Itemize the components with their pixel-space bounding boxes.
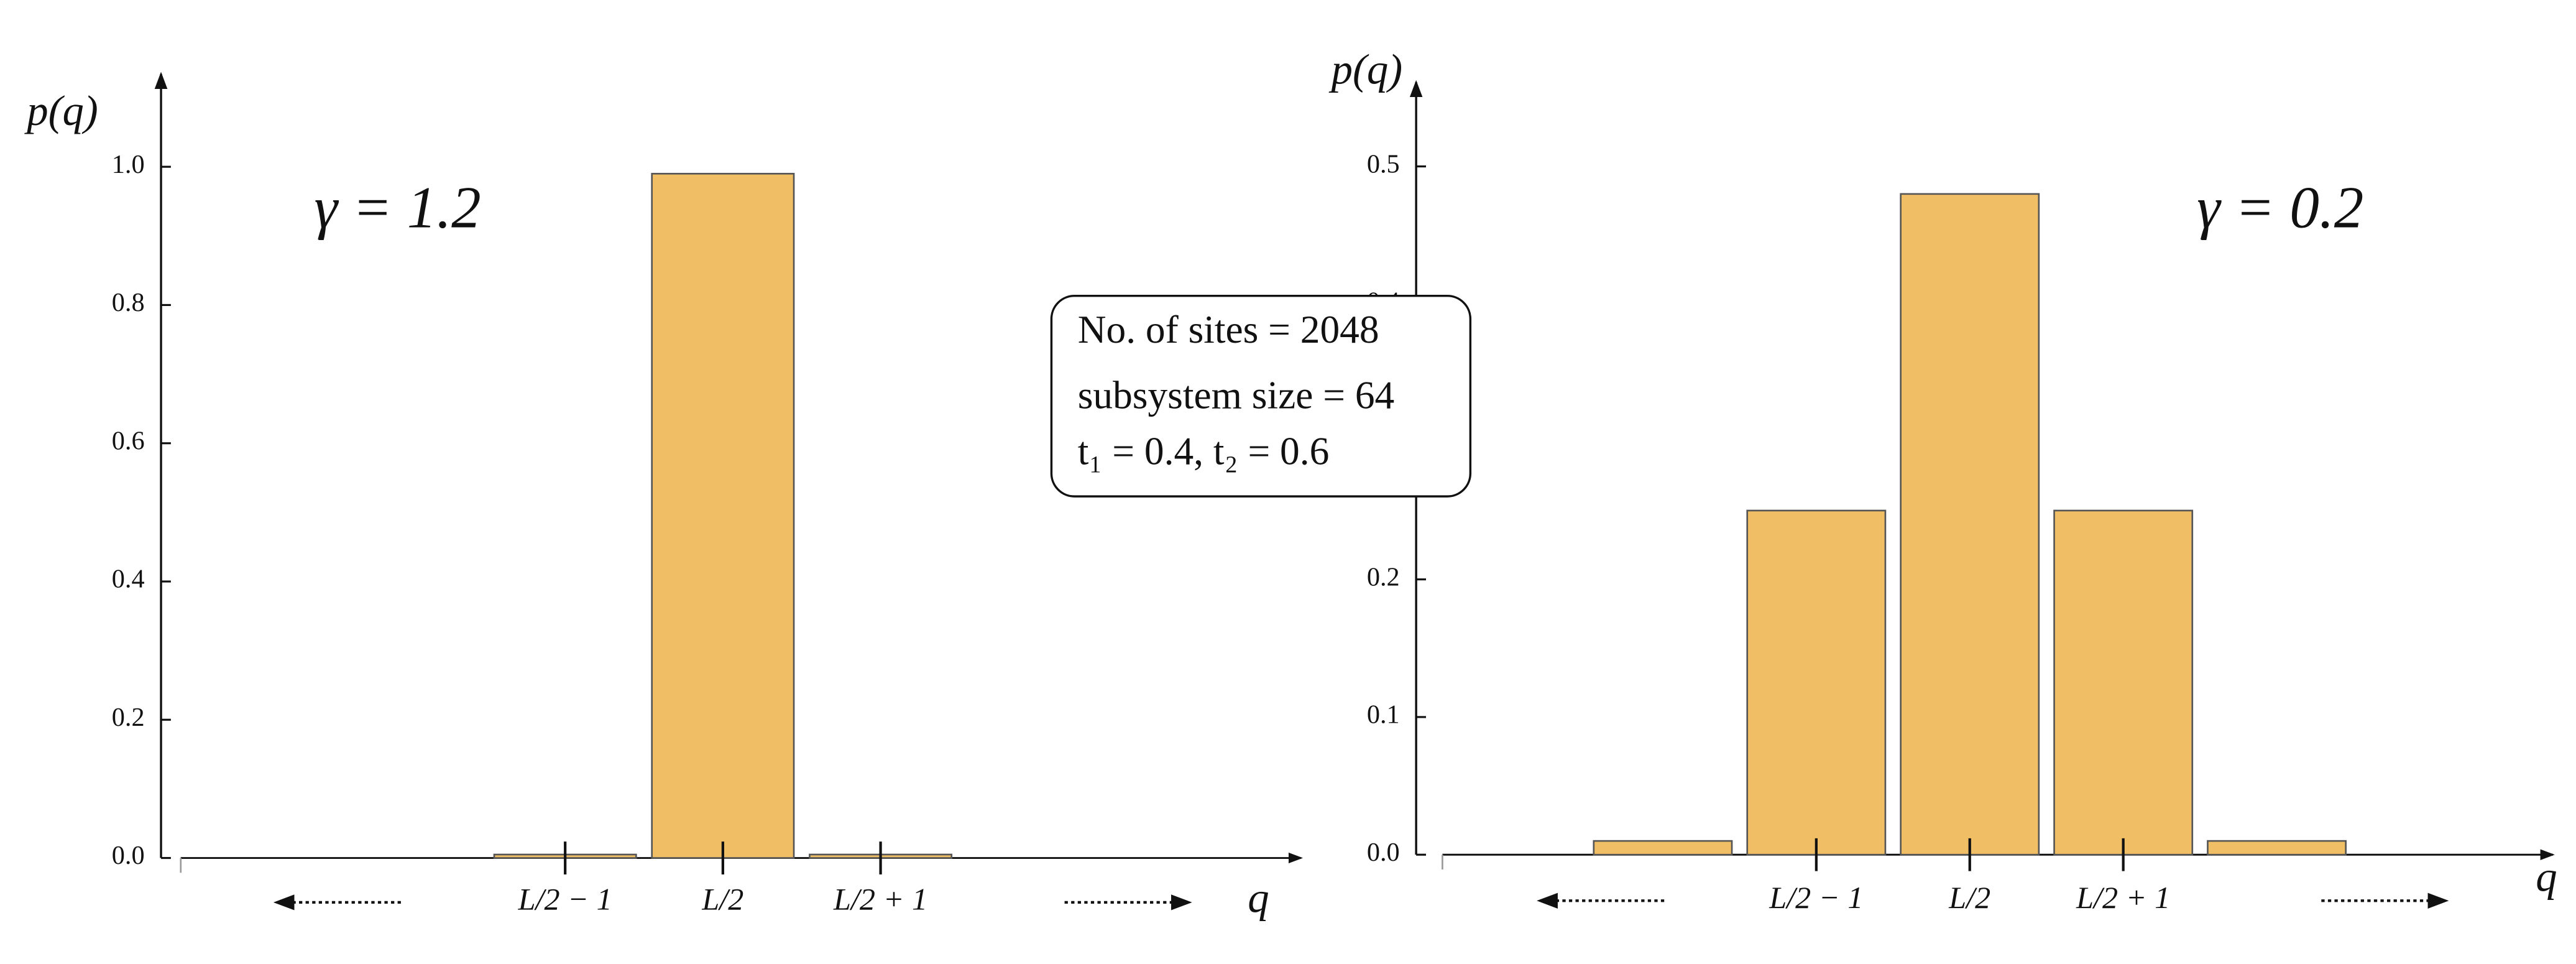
x-tick-label: L/2 − 1 bbox=[1769, 880, 1863, 915]
chart-title: γ = 0.2 bbox=[2197, 174, 2363, 240]
x-tick-label: L/2 − 1 bbox=[518, 881, 612, 916]
y-tick-label: 1.0 bbox=[112, 150, 145, 179]
y-tick-label: 0.5 bbox=[1367, 149, 1400, 178]
bar bbox=[2053, 509, 2194, 856]
y-tick-label: 0.4 bbox=[112, 565, 145, 594]
annotation-box: No. of sites = 2048 subsystem size = 64 … bbox=[1050, 294, 1472, 498]
annotation-frame bbox=[1050, 294, 1472, 498]
x-tick-label: L/2 + 1 bbox=[833, 881, 927, 916]
annotation: No. of sites = 2048 bbox=[1078, 307, 1379, 351]
y-tick-label: 0.6 bbox=[112, 426, 145, 455]
x-axis-label: q bbox=[1248, 874, 1269, 922]
x-tick-label: L/2 bbox=[1948, 880, 1990, 915]
x-axis-label: q bbox=[2536, 853, 2557, 900]
y-axis-label: p(q) bbox=[24, 87, 98, 134]
annotation: subsystem size = 64 bbox=[1078, 373, 1395, 417]
x-tick-label: L/2 bbox=[701, 881, 743, 916]
y-tick-label: 0.2 bbox=[1367, 562, 1400, 591]
y-tick-label: 0.8 bbox=[112, 288, 145, 317]
bar bbox=[1593, 840, 1733, 856]
bar bbox=[651, 172, 795, 859]
x-tick-label: L/2 + 1 bbox=[2076, 880, 2170, 915]
bar bbox=[1900, 193, 2040, 856]
annotation: t₁ = 0.4, t₂ = 0.6 bbox=[1078, 429, 1330, 473]
y-tick-label: 0.0 bbox=[1367, 838, 1400, 867]
y-tick-label: 0.1 bbox=[1367, 700, 1400, 730]
y-tick-label: 0.2 bbox=[112, 703, 145, 732]
y-axis-label: p(q) bbox=[1328, 46, 1402, 93]
plots: 0.0 0.2 0.4 0.6 0.8 1.0 L/2 − 1 L/2 L/2 + 1 γ = 1… bbox=[24, 46, 2557, 922]
y-tick-label: 0.0 bbox=[112, 841, 145, 870]
bar bbox=[1746, 509, 1887, 856]
chart-title: γ = 1.2 bbox=[315, 174, 481, 240]
bar bbox=[2207, 840, 2347, 856]
